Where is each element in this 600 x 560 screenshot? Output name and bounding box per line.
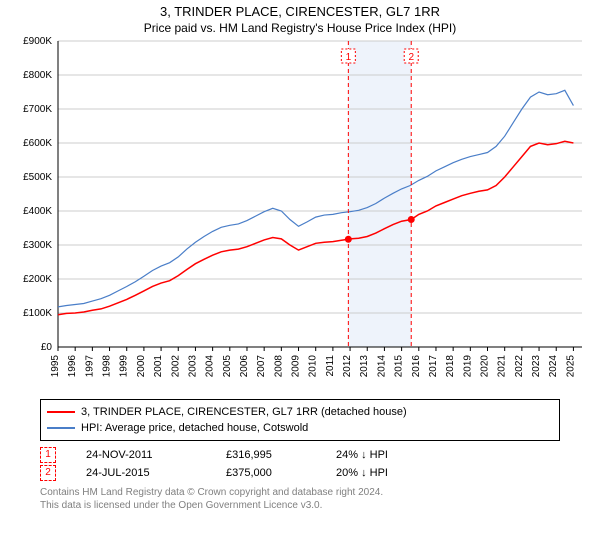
svg-text:£900K: £900K xyxy=(23,36,52,47)
transaction-diff-1: 24% ↓ HPI xyxy=(336,449,426,461)
legend-label-property: 3, TRINDER PLACE, CIRENCESTER, GL7 1RR (… xyxy=(81,406,407,418)
svg-text:2007: 2007 xyxy=(256,355,267,378)
transaction-price-1: £316,995 xyxy=(226,449,306,461)
svg-text:2021: 2021 xyxy=(497,355,508,378)
legend-swatch-property xyxy=(47,411,75,413)
svg-text:2024: 2024 xyxy=(548,355,559,378)
svg-text:2005: 2005 xyxy=(222,355,233,378)
svg-text:2002: 2002 xyxy=(170,355,181,378)
transaction-date-2: 24-JUL-2015 xyxy=(86,467,196,479)
title-address: 3, TRINDER PLACE, CIRENCESTER, GL7 1RR xyxy=(0,4,600,19)
svg-text:1: 1 xyxy=(346,52,352,63)
svg-text:1998: 1998 xyxy=(102,355,113,378)
transaction-marker-2: 2 xyxy=(40,465,56,481)
transaction-marker-1: 1 xyxy=(40,447,56,463)
svg-text:2009: 2009 xyxy=(291,355,302,378)
footer-attribution: Contains HM Land Registry data © Crown c… xyxy=(40,487,560,512)
transaction-row-2: 2 24-JUL-2015 £375,000 20% ↓ HPI xyxy=(40,465,560,481)
svg-text:£400K: £400K xyxy=(23,206,52,217)
legend-label-hpi: HPI: Average price, detached house, Cots… xyxy=(81,422,308,434)
svg-text:£600K: £600K xyxy=(23,138,52,149)
chart-titles: 3, TRINDER PLACE, CIRENCESTER, GL7 1RR P… xyxy=(0,0,600,35)
svg-text:2008: 2008 xyxy=(273,355,284,378)
footer-line2: This data is licensed under the Open Gov… xyxy=(40,500,560,513)
svg-text:2017: 2017 xyxy=(428,355,439,378)
legend-swatch-hpi xyxy=(47,427,75,429)
svg-text:1995: 1995 xyxy=(50,355,61,378)
svg-text:2003: 2003 xyxy=(187,355,198,378)
svg-text:2011: 2011 xyxy=(325,355,336,377)
transaction-row-1: 1 24-NOV-2011 £316,995 24% ↓ HPI xyxy=(40,447,560,463)
transaction-price-2: £375,000 xyxy=(226,467,306,479)
svg-text:2006: 2006 xyxy=(239,355,250,378)
svg-text:2022: 2022 xyxy=(514,355,525,378)
svg-text:1999: 1999 xyxy=(119,355,130,378)
svg-text:2020: 2020 xyxy=(480,355,491,378)
svg-text:£100K: £100K xyxy=(23,308,52,319)
svg-text:1996: 1996 xyxy=(67,355,78,378)
svg-text:2010: 2010 xyxy=(308,355,319,378)
svg-text:2023: 2023 xyxy=(531,355,542,378)
legend: 3, TRINDER PLACE, CIRENCESTER, GL7 1RR (… xyxy=(40,399,560,441)
svg-text:2015: 2015 xyxy=(394,355,405,378)
svg-text:£700K: £700K xyxy=(23,104,52,115)
svg-text:2016: 2016 xyxy=(411,355,422,378)
svg-text:2001: 2001 xyxy=(153,355,164,378)
price-chart: £0 £100K £200K £300K £400K £500K £600K £700K £80… xyxy=(10,35,590,395)
svg-text:£800K: £800K xyxy=(23,70,52,81)
svg-text:2: 2 xyxy=(408,52,414,63)
svg-text:2013: 2013 xyxy=(359,355,370,378)
footer-line1: Contains HM Land Registry data © Crown c… xyxy=(40,487,560,500)
legend-row-hpi: HPI: Average price, detached house, Cots… xyxy=(47,420,553,436)
svg-text:2012: 2012 xyxy=(342,355,353,378)
svg-text:£0: £0 xyxy=(41,342,53,353)
svg-text:2004: 2004 xyxy=(205,355,216,378)
svg-text:£200K: £200K xyxy=(23,274,52,285)
svg-text:2025: 2025 xyxy=(565,355,576,378)
svg-text:£500K: £500K xyxy=(23,172,52,183)
legend-row-property: 3, TRINDER PLACE, CIRENCESTER, GL7 1RR (… xyxy=(47,404,553,420)
title-subtitle: Price paid vs. HM Land Registry's House … xyxy=(0,21,600,35)
svg-text:2019: 2019 xyxy=(462,355,473,378)
svg-text:2014: 2014 xyxy=(376,355,387,378)
svg-text:£300K: £300K xyxy=(23,240,52,251)
svg-text:2000: 2000 xyxy=(136,355,147,378)
transaction-date-1: 24-NOV-2011 xyxy=(86,449,196,461)
svg-text:1997: 1997 xyxy=(84,355,95,378)
transaction-diff-2: 20% ↓ HPI xyxy=(336,467,426,479)
svg-text:2018: 2018 xyxy=(445,355,456,378)
